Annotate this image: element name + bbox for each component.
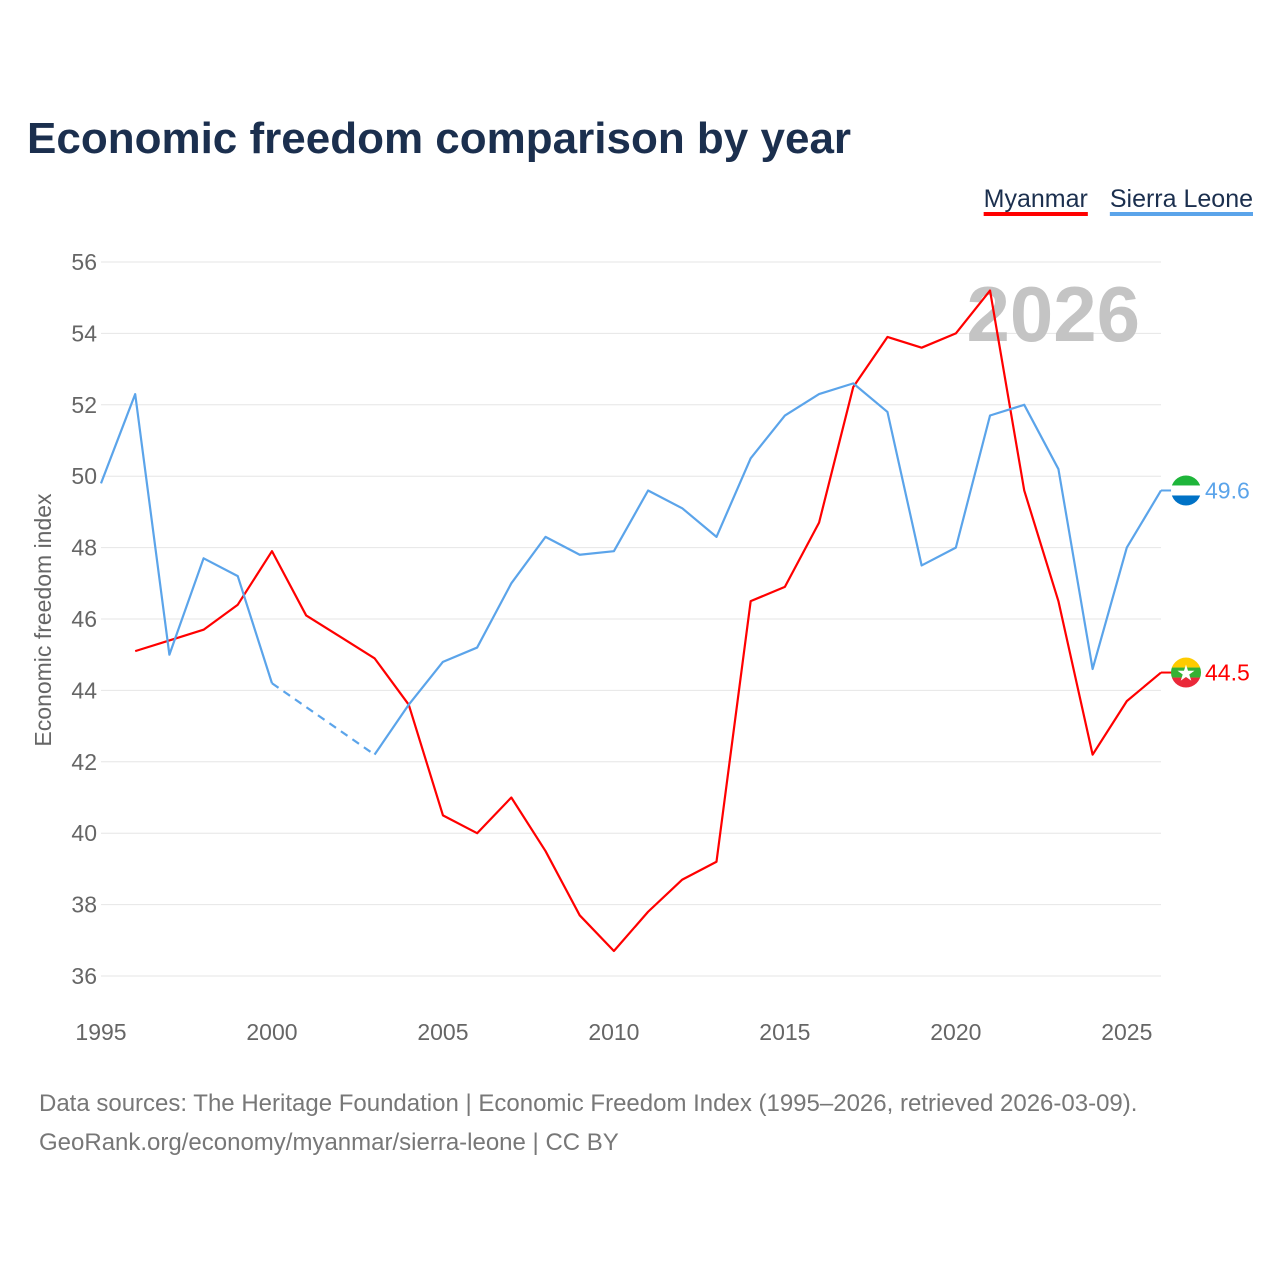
data-point-myanmar [440, 812, 446, 818]
series-lines [98, 288, 1162, 954]
data-point-sierra-leone [201, 555, 207, 561]
x-axis: 1995 2000 2005 2010 2015 2020 2025 [75, 1019, 1152, 1045]
chart-title: Economic freedom comparison by year [27, 114, 851, 163]
data-point-sierra-leone [166, 652, 172, 658]
data-point-sierra-leone [679, 505, 685, 511]
legend-item-myanmar[interactable]: Myanmar [984, 185, 1088, 213]
y-tick-label: 36 [71, 963, 97, 989]
y-tick-label: 46 [71, 606, 97, 632]
data-point-myanmar [1021, 487, 1027, 493]
data-point-myanmar [1055, 598, 1061, 604]
data-point-myanmar [953, 330, 959, 336]
data-point-myanmar [1124, 698, 1130, 704]
data-point-myanmar [816, 520, 822, 526]
data-point-sierra-leone [645, 487, 651, 493]
end-value-label: 49.6 [1205, 477, 1250, 503]
data-point-myanmar [132, 648, 138, 654]
svg-text:★: ★ [1176, 661, 1196, 686]
data-point-sierra-leone [611, 548, 617, 554]
data-point-myanmar [611, 948, 617, 954]
data-point-myanmar [1090, 752, 1096, 758]
data-point-sierra-leone [474, 645, 480, 651]
x-tick-label: 1995 [75, 1019, 126, 1045]
y-tick-label: 52 [71, 392, 97, 418]
data-point-myanmar [372, 655, 378, 661]
end-labels: ★ 44.5 49.6 [1161, 475, 1250, 688]
data-point-sierra-leone [1090, 666, 1096, 672]
data-point-sierra-leone [508, 580, 514, 586]
x-tick-label: 2025 [1101, 1019, 1152, 1045]
y-axis: 36 38 40 42 44 46 48 50 52 54 56 [71, 249, 97, 989]
data-point-myanmar [884, 334, 890, 340]
y-tick-label: 40 [71, 820, 97, 846]
data-point-sierra-leone [235, 573, 241, 579]
data-point-sierra-leone [372, 752, 378, 758]
data-point-sierra-leone [987, 413, 993, 419]
data-point-sierra-leone [884, 409, 890, 415]
data-point-myanmar [782, 584, 788, 590]
end-value-label: 44.5 [1205, 660, 1250, 686]
myanmar-flag-icon: ★ [1171, 657, 1201, 688]
data-point-myanmar [337, 634, 343, 640]
data-point-sierra-leone [919, 562, 925, 568]
data-point-myanmar [645, 909, 651, 915]
footer-link[interactable]: GeoRank.org/economy/myanmar/sierra-leone… [39, 1129, 619, 1156]
y-axis-label: Economic freedom index [30, 493, 56, 747]
data-point-sierra-leone [816, 391, 822, 397]
series-line-sierra-leone [373, 382, 1162, 756]
y-tick-label: 44 [71, 677, 97, 703]
data-point-myanmar [713, 859, 719, 865]
grid [101, 261, 1161, 977]
data-point-myanmar [679, 877, 685, 883]
data-point-sierra-leone [440, 659, 446, 665]
data-point-myanmar [748, 598, 754, 604]
data-point-sierra-leone [1055, 466, 1061, 472]
data-point-myanmar [543, 848, 549, 854]
year-watermark: 2026 [966, 270, 1140, 358]
y-tick-label: 42 [71, 749, 97, 775]
legend-item-sierra-leone[interactable]: Sierra Leone [1110, 185, 1253, 213]
data-point-myanmar [303, 612, 309, 618]
data-point-sierra-leone [543, 534, 549, 540]
legend-swatch [1109, 212, 1253, 216]
y-tick-label: 50 [71, 463, 97, 489]
data-point-myanmar [987, 288, 993, 294]
data-point-myanmar [269, 548, 275, 554]
data-point-myanmar [201, 627, 207, 633]
data-point-sierra-leone [406, 702, 412, 708]
data-point-sierra-leone [782, 413, 788, 419]
data-point-sierra-leone [269, 680, 275, 686]
data-point-sierra-leone [1021, 402, 1027, 408]
series-line-sierra-leone [99, 392, 274, 684]
y-tick-label: 54 [71, 320, 97, 346]
data-point-sierra-leone [98, 480, 104, 486]
data-point-myanmar [508, 795, 514, 801]
data-point-sierra-leone [748, 455, 754, 461]
data-point-myanmar [577, 912, 583, 918]
x-tick-label: 2015 [759, 1019, 810, 1045]
series-gap-sierra-leone [271, 682, 376, 756]
y-tick-label: 38 [71, 892, 97, 918]
series-line-myanmar [134, 289, 1162, 953]
y-tick-label: 48 [71, 535, 97, 561]
data-point-sierra-leone [132, 391, 138, 397]
data-point-sierra-leone [953, 545, 959, 551]
data-point-myanmar [474, 830, 480, 836]
x-tick-label: 2010 [588, 1019, 639, 1045]
x-tick-label: 2005 [417, 1019, 468, 1045]
y-tick-label: 56 [71, 249, 97, 275]
data-point-sierra-leone [850, 380, 856, 386]
x-tick-label: 2000 [246, 1019, 297, 1045]
legend-swatch [983, 212, 1088, 216]
data-point-myanmar [919, 345, 925, 351]
legend: Sierra Leone Myanmar [983, 185, 1253, 216]
footer-sources: Data sources: The Heritage Foundation | … [39, 1090, 1137, 1117]
data-point-myanmar [235, 602, 241, 608]
data-point-sierra-leone [577, 552, 583, 558]
x-tick-label: 2020 [930, 1019, 981, 1045]
sierra-leone-flag-icon [1171, 475, 1201, 506]
data-point-sierra-leone [713, 534, 719, 540]
data-point-sierra-leone [1124, 545, 1130, 551]
